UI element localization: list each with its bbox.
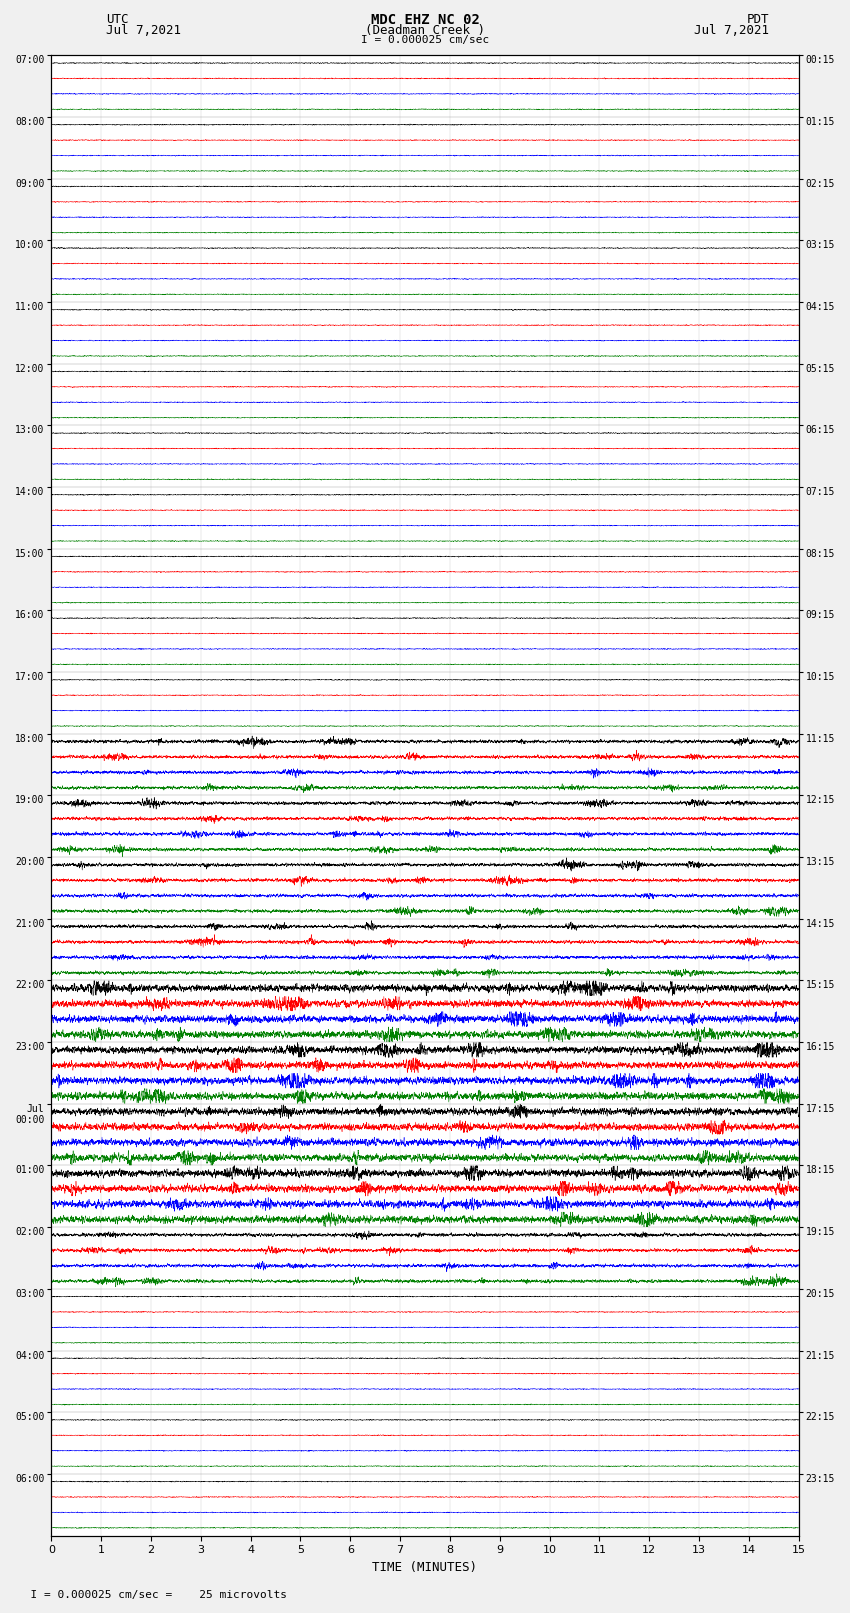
Text: I = 0.000025 cm/sec: I = 0.000025 cm/sec [361, 35, 489, 45]
Text: UTC: UTC [106, 13, 128, 26]
X-axis label: TIME (MINUTES): TIME (MINUTES) [372, 1561, 478, 1574]
Text: PDT: PDT [747, 13, 769, 26]
Text: Jul 7,2021: Jul 7,2021 [106, 24, 181, 37]
Text: MDC EHZ NC 02: MDC EHZ NC 02 [371, 13, 479, 27]
Text: Jul 7,2021: Jul 7,2021 [694, 24, 769, 37]
Text: I = 0.000025 cm/sec =    25 microvolts: I = 0.000025 cm/sec = 25 microvolts [17, 1590, 287, 1600]
Text: (Deadman Creek ): (Deadman Creek ) [365, 24, 485, 37]
